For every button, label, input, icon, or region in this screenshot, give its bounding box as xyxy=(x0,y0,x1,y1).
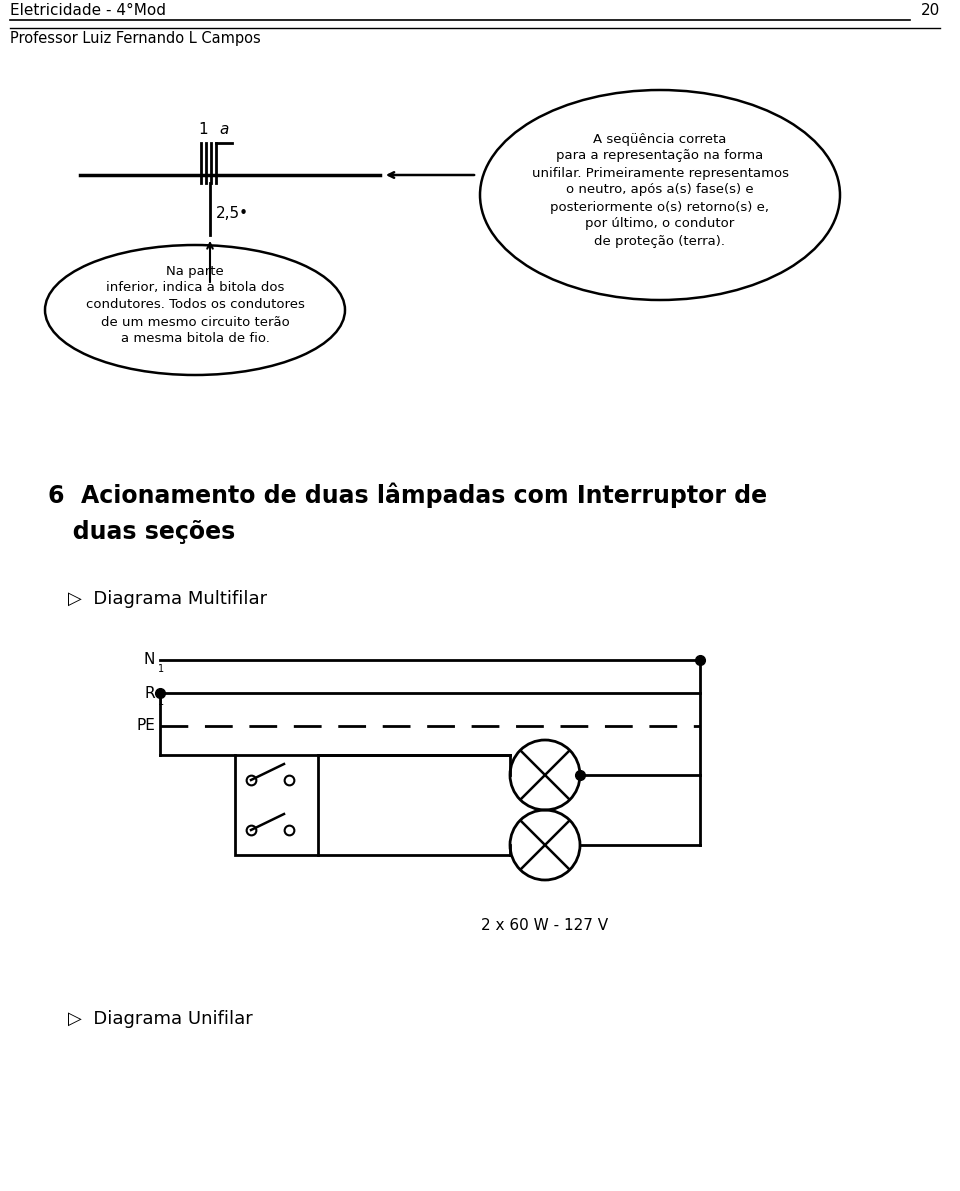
Text: 20: 20 xyxy=(921,4,940,18)
Text: A seqüência correta
para a representação na forma
unifilar. Primeiramente repres: A seqüência correta para a representação… xyxy=(532,132,788,248)
Text: PE: PE xyxy=(136,718,155,734)
Text: N: N xyxy=(144,653,155,667)
Text: 2 x 60 W - 127 V: 2 x 60 W - 127 V xyxy=(481,918,609,933)
Text: 1: 1 xyxy=(198,121,207,137)
Text: Na parte
inferior, indica a bitola dos
condutores. Todos os condutores
de um mes: Na parte inferior, indica a bitola dos c… xyxy=(85,264,304,345)
Text: 1: 1 xyxy=(158,697,164,707)
Text: R: R xyxy=(144,686,155,700)
Text: 2,5•: 2,5• xyxy=(216,206,249,220)
Bar xyxy=(235,755,318,855)
Text: a: a xyxy=(219,121,228,137)
Text: Professor Luiz Fernando L Campos: Professor Luiz Fernando L Campos xyxy=(10,31,261,46)
Text: 1: 1 xyxy=(158,665,164,674)
Text: ▷  Diagrama Multifilar: ▷ Diagrama Multifilar xyxy=(68,590,267,607)
Text: Eletricidade - 4°Mod: Eletricidade - 4°Mod xyxy=(10,4,166,18)
Text: ▷  Diagrama Unifilar: ▷ Diagrama Unifilar xyxy=(68,1010,252,1028)
Text: 6  Acionamento de duas lâmpadas com Interruptor de: 6 Acionamento de duas lâmpadas com Inter… xyxy=(48,482,767,507)
Text: duas seções: duas seções xyxy=(48,520,235,544)
